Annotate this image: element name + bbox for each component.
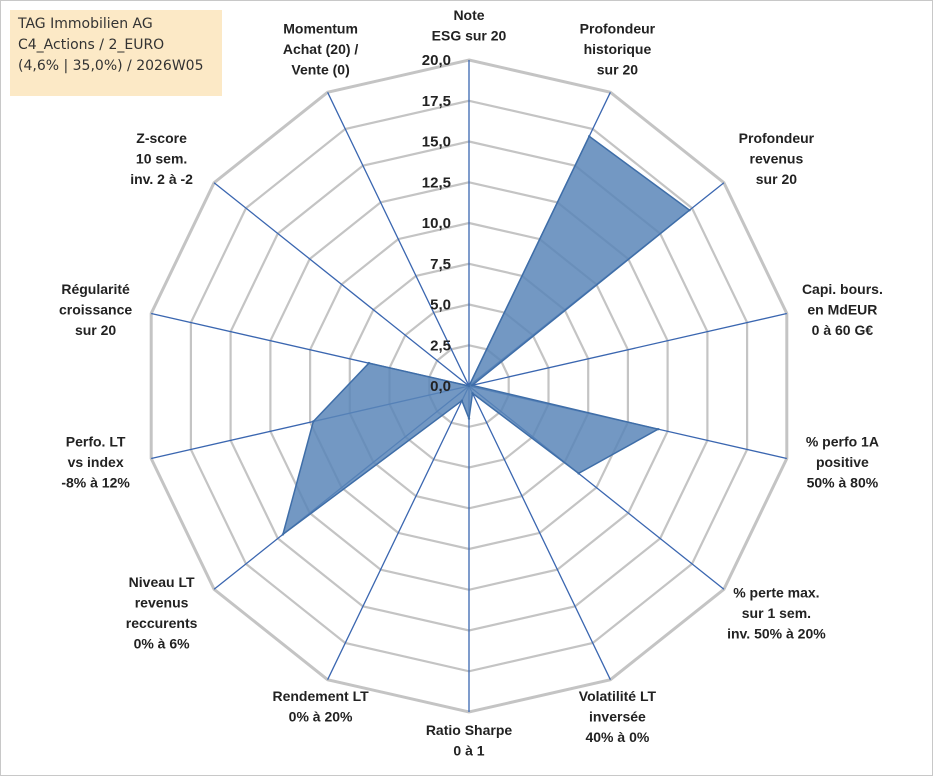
axis-label-12-line-2: inv. 2 à -2 <box>130 171 193 187</box>
axis-label-1-line-2: sur 20 <box>597 61 638 77</box>
tick-label-6: 15,0 <box>422 134 451 151</box>
axis-label-1-line-0: Profondeur <box>580 20 656 36</box>
axis-label-10: Perfo. LT vs index -8% à 12% <box>61 433 130 490</box>
axis-label-12: Z-score 10 sem. inv. 2 à -2 <box>130 130 193 187</box>
axis-label-3: Capi. bours. en MdEUR 0 à 60 G€ <box>802 281 883 338</box>
axis-label-7: Ratio Sharpe 0 à 1 <box>426 722 513 759</box>
axis-label-13: Momentum Achat (20) / Vente (0) <box>283 20 359 77</box>
axis-label-11: Régularité croissance sur 20 <box>59 281 132 338</box>
data-point-9 <box>281 533 285 536</box>
data-point-3 <box>471 384 474 387</box>
axis-label-8-line-1: 0% à 20% <box>289 709 353 725</box>
radar-tick-labels: 0,0 2,5 5,0 7,5 10,0 12,5 15,0 17,5 20,0 <box>422 52 451 395</box>
axis-label-10-line-0: Perfo. LT <box>66 433 126 449</box>
axis-label-8-line-0: Rendement LT <box>272 688 369 704</box>
data-point-13 <box>467 384 471 388</box>
axis-label-9-line-2: reccurents <box>126 615 198 631</box>
radar-axis-labels: Note ESG sur 20 Profondeur historique sur 20… <box>59 7 883 759</box>
axis-label-1: Profondeur historique sur 20 <box>580 20 656 77</box>
axis-label-13-line-1: Achat (20) / <box>283 41 359 57</box>
tick-label-0: 0,0 <box>430 378 451 395</box>
axis-label-11-line-1: croissance <box>59 302 132 318</box>
tick-label-1: 2,5 <box>430 337 451 354</box>
data-point-6 <box>471 392 474 395</box>
spoke-8 <box>327 385 470 680</box>
axis-label-7-line-0: Ratio Sharpe <box>426 722 513 738</box>
axis-label-0-line-0: Note <box>453 7 484 23</box>
tick-label-8: 20,0 <box>422 52 451 69</box>
axis-label-5-line-2: inv. 50% à 20% <box>727 626 826 642</box>
axis-label-6-line-1: inversée <box>589 709 646 725</box>
spoke-12 <box>213 182 470 387</box>
info-category: C4_Actions / 2_EURO <box>18 37 165 53</box>
axis-label-9-line-1: revenus <box>135 595 189 611</box>
axis-label-2-line-1: revenus <box>750 151 804 167</box>
info-stats: (4,6% | 35,0%) / 2026W05 <box>18 58 204 74</box>
axis-label-5-line-0: % perte max. <box>733 585 819 601</box>
tick-label-3: 7,5 <box>430 256 451 273</box>
axis-label-3-line-0: Capi. bours. <box>802 281 883 297</box>
info-title: TAG Immobilien AG <box>18 16 153 32</box>
tick-label-7: 17,5 <box>422 93 451 110</box>
axis-label-6-line-2: 40% à 0% <box>585 729 649 745</box>
tick-label-5: 12,5 <box>422 174 451 191</box>
axis-label-7-line-1: 0 à 1 <box>453 743 484 759</box>
data-point-5 <box>577 472 580 475</box>
data-point-10 <box>312 420 315 423</box>
tick-label-4: 10,0 <box>422 215 451 232</box>
axis-label-9-line-3: 0% à 6% <box>134 636 191 652</box>
series-area <box>281 135 691 537</box>
axis-label-11-line-2: sur 20 <box>75 322 116 338</box>
axis-label-5-line-1: sur 1 sem. <box>742 605 811 621</box>
axis-label-9: Niveau LT revenus reccurents 0% à 6% <box>126 574 198 652</box>
axis-label-9-line-0: Niveau LT <box>129 574 195 590</box>
axis-label-0: Note ESG sur 20 <box>432 7 507 44</box>
axis-label-4-line-0: % perfo 1A <box>806 433 879 449</box>
axis-label-4: % perfo 1A positive 50% à 80% <box>806 433 879 490</box>
axis-label-4-line-1: positive <box>816 454 869 470</box>
axis-label-4-line-2: 50% à 80% <box>807 474 879 490</box>
axis-label-0-line-1: ESG sur 20 <box>432 28 507 44</box>
axis-label-2: Profondeur revenus sur 20 <box>739 130 815 187</box>
axis-label-8: Rendement LT 0% à 20% <box>272 688 369 725</box>
axis-label-3-line-2: 0 à 60 G€ <box>812 322 874 338</box>
spoke-3 <box>468 312 787 387</box>
axis-label-3-line-1: en MdEUR <box>807 302 877 318</box>
axis-label-10-line-2: -8% à 12% <box>61 474 130 490</box>
spoke-13 <box>327 92 470 387</box>
axis-label-2-line-0: Profondeur <box>739 130 815 146</box>
axis-label-13-line-0: Momentum <box>283 20 358 36</box>
info-box: TAG Immobilien AG C4_Actions / 2_EURO (4… <box>10 10 222 96</box>
axis-label-6-line-0: Volatilité LT <box>579 688 657 704</box>
data-point-2 <box>688 209 691 212</box>
axis-label-13-line-2: Vente (0) <box>291 61 349 77</box>
axis-label-12-line-1: 10 sem. <box>136 151 187 167</box>
data-point-11 <box>367 361 371 365</box>
axis-label-5: % perte max. sur 1 sem. inv. 50% à 20% <box>727 585 826 642</box>
axis-label-11-line-0: Régularité <box>61 281 130 297</box>
tick-label-2: 5,0 <box>430 297 451 314</box>
axis-label-1-line-1: historique <box>584 41 652 57</box>
axis-label-12-line-0: Z-score <box>136 130 187 146</box>
data-point-8 <box>460 399 464 402</box>
axis-label-6: Volatilité LT inversée 40% à 0% <box>579 688 657 745</box>
data-point-7 <box>467 417 471 420</box>
axis-label-10-line-1: vs index <box>68 454 124 470</box>
radar-series <box>281 135 691 537</box>
axis-label-2-line-2: sur 20 <box>756 171 797 187</box>
data-point-1 <box>588 135 591 138</box>
data-point-4 <box>656 428 660 431</box>
spoke-6 <box>468 385 611 680</box>
